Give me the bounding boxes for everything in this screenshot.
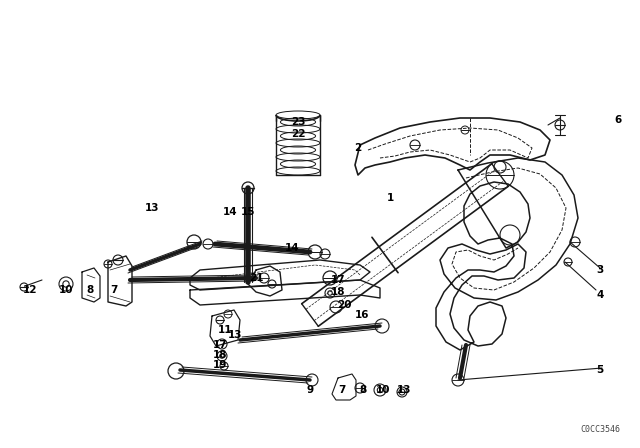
Text: 15: 15 xyxy=(241,207,255,217)
Text: 4: 4 xyxy=(596,290,604,300)
Text: 9: 9 xyxy=(307,385,314,395)
Text: 18: 18 xyxy=(212,350,227,360)
Text: 14: 14 xyxy=(285,243,300,253)
Text: 23: 23 xyxy=(291,117,305,127)
Text: 22: 22 xyxy=(291,129,305,139)
Text: 5: 5 xyxy=(596,365,604,375)
Text: 8: 8 xyxy=(360,385,367,395)
Text: 18: 18 xyxy=(331,287,345,297)
Text: C0CC3546: C0CC3546 xyxy=(580,426,620,435)
Text: 8: 8 xyxy=(86,285,93,295)
Text: 13: 13 xyxy=(145,203,159,213)
Text: 7: 7 xyxy=(110,285,118,295)
Text: 21: 21 xyxy=(249,273,263,283)
Text: 13: 13 xyxy=(397,385,412,395)
Text: 14: 14 xyxy=(223,207,237,217)
Text: 17: 17 xyxy=(331,275,346,285)
Text: 10: 10 xyxy=(59,285,73,295)
Text: 2: 2 xyxy=(355,143,362,153)
Text: 11: 11 xyxy=(218,325,232,335)
Text: 6: 6 xyxy=(614,115,621,125)
Text: 20: 20 xyxy=(337,300,351,310)
Text: 10: 10 xyxy=(376,385,390,395)
Text: 1: 1 xyxy=(387,193,394,203)
Text: 16: 16 xyxy=(355,310,369,320)
Text: 7: 7 xyxy=(339,385,346,395)
Text: 3: 3 xyxy=(596,265,604,275)
Text: 17: 17 xyxy=(212,340,227,350)
Text: 13: 13 xyxy=(228,330,243,340)
Text: 19: 19 xyxy=(213,360,227,370)
Text: 12: 12 xyxy=(23,285,37,295)
